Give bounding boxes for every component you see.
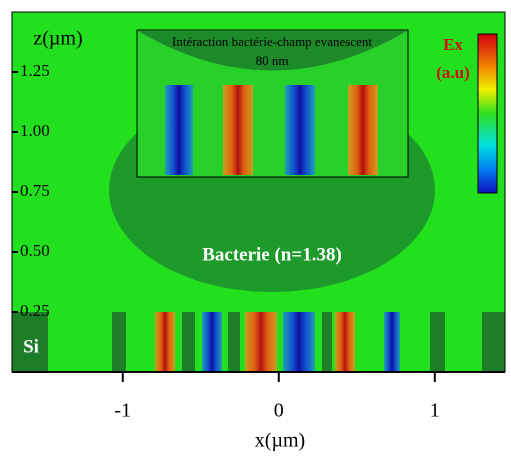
inset-title: Intéraction bactérie-champ evanescent (172, 34, 372, 49)
colorbar-unit: (a.u) (436, 63, 470, 82)
inset-subtitle: 80 nm (256, 53, 289, 68)
x-axis-label: x(µm) (255, 430, 305, 452)
y-tick-label: 0.50 (20, 241, 50, 260)
y-tick-label: 1.00 (20, 121, 50, 140)
bacteria-label: Bacterie (n=1.38) (202, 244, 342, 265)
x-tick-label: 1 (430, 400, 440, 422)
colorbar-title: Ex (443, 35, 463, 54)
y-axis-label: z(µm) (33, 28, 82, 50)
substrate-label: Si (23, 336, 39, 357)
x-tick-label: 0 (274, 400, 284, 422)
x-tick-label: -1 (114, 400, 131, 422)
y-tick-label: 0.25 (20, 301, 50, 320)
axes: -1 0 1 0.25 0.50 0.75 1.00 1.25 (12, 61, 440, 422)
field (11, 11, 506, 373)
y-tick-label: 1.25 (20, 61, 50, 80)
y-tick-label: 0.75 (20, 181, 50, 200)
